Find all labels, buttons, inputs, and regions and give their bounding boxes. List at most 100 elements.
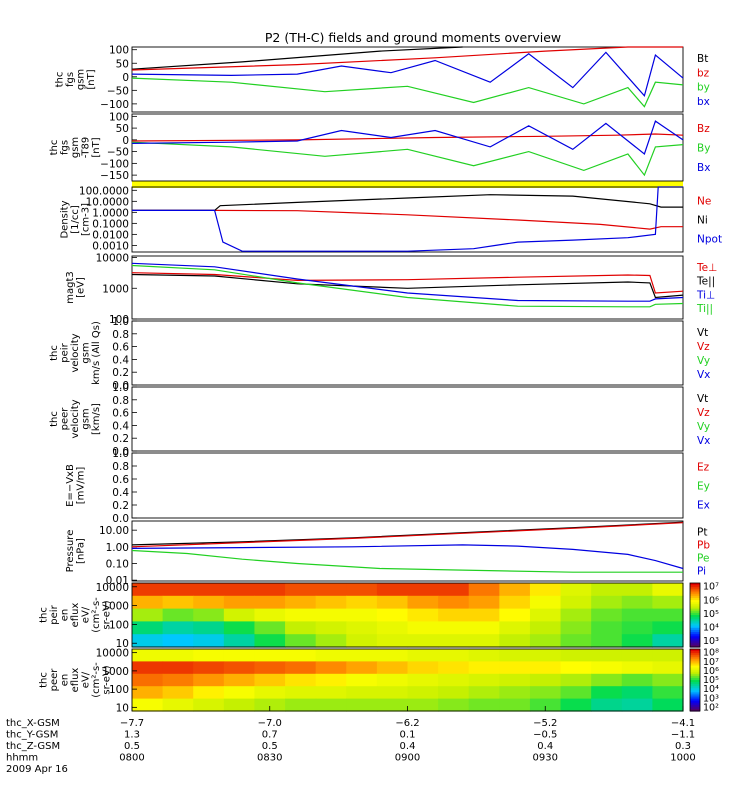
- heatmap-cell: [560, 608, 592, 622]
- y-tick-label: 0.4: [112, 354, 129, 366]
- heatmap-cell: [285, 608, 317, 622]
- status-bar: [132, 181, 683, 188]
- colorbar-segment: [690, 649, 700, 652]
- colorbar-segment: [690, 621, 700, 625]
- heatmap-cell: [193, 583, 225, 597]
- heatmap-cell: [499, 608, 531, 622]
- heatmap-cell: [621, 621, 653, 635]
- heatmap-cell: [591, 621, 623, 635]
- y-axis-label: Pressure: [65, 530, 76, 573]
- colorbar-segment: [690, 604, 700, 608]
- colorbar-tick-label: 10⁶: [703, 595, 719, 606]
- series-line-Bt: [131, 46, 463, 70]
- colorbar-segment: [690, 665, 700, 669]
- heatmap-cell: [223, 698, 256, 712]
- legend-label: Bz: [697, 123, 710, 135]
- colorbar-segment: [690, 632, 700, 635]
- heatmap-cell: [223, 686, 256, 700]
- heatmap-cell: [193, 673, 225, 687]
- colorbar-segment: [690, 692, 700, 696]
- heatmap-cell: [162, 686, 194, 700]
- colorbar-tick-label: 10⁵: [703, 675, 719, 686]
- heatmap-cell: [621, 649, 653, 662]
- heatmap-cell: [132, 698, 164, 712]
- colorbar-segment: [690, 634, 700, 637]
- colorbar-segment: [690, 610, 700, 614]
- panel-frame: [131, 186, 684, 253]
- y-axis-label: [mV/m]: [75, 467, 86, 505]
- colorbar-segment: [690, 671, 700, 675]
- y-axis-label: en: [60, 674, 71, 687]
- y-tick-label: 10000: [96, 582, 129, 594]
- heatmap-cell: [591, 649, 623, 662]
- heatmap-cell: [193, 686, 225, 700]
- x-axis-value: 0.5: [262, 741, 278, 752]
- heatmap-cell: [376, 583, 409, 597]
- heatmap-cell: [652, 698, 684, 712]
- heatmap-cell: [254, 649, 286, 662]
- y-axis-label: fgs: [65, 72, 76, 87]
- heatmap-cell: [193, 608, 225, 622]
- heatmap-cell: [591, 634, 623, 648]
- y-tick-label: 1000: [102, 601, 129, 613]
- y-axis-label: [nPa]: [75, 538, 86, 564]
- legend-label: Pe: [697, 553, 709, 565]
- heatmap-cell: [438, 634, 470, 648]
- heatmap-cell: [132, 661, 164, 675]
- series-line-Ti||: [131, 264, 684, 308]
- y-axis-label: [1/cc]: [70, 205, 81, 234]
- colorbar-segment: [690, 677, 700, 681]
- heatmap-cell: [254, 634, 286, 648]
- panel-temperature: 10000 1000 100 magt3 [eV] Te⊥ Te||Ti⊥ Ti||: [65, 253, 718, 326]
- y-axis-label: -T89: [81, 137, 92, 159]
- heatmap-cell: [468, 661, 500, 675]
- colorbar-segment: [690, 606, 700, 610]
- heatmap-cell: [285, 686, 317, 700]
- series-line-bz: [131, 46, 683, 71]
- y-axis-label: thc: [49, 345, 60, 361]
- y-axis-label: velocity: [70, 399, 81, 438]
- y-tick-label: 0.4: [112, 487, 129, 499]
- colorbar-tick-label: 10⁷: [703, 657, 719, 668]
- panel-frame: [131, 320, 684, 386]
- x-axis-value: 0800: [119, 753, 144, 764]
- y-axis-label: [eV]: [75, 277, 86, 298]
- heatmap-cell: [254, 621, 286, 635]
- heatmap-cell: [621, 686, 653, 700]
- heatmap-cell: [652, 661, 684, 675]
- colorbar-segment: [690, 608, 700, 612]
- y-tick-label: 0.6: [112, 408, 129, 420]
- colorbar-segment: [690, 653, 700, 656]
- y-tick-label: 0.0100: [92, 229, 129, 241]
- heatmap-cell: [193, 649, 225, 662]
- heatmap-cell: [376, 698, 409, 712]
- heatmap-cell: [560, 686, 592, 700]
- colorbar-segment: [690, 684, 700, 687]
- heatmap-cell: [223, 673, 256, 687]
- heatmap-cell: [468, 595, 500, 610]
- heatmap-cell: [499, 649, 531, 662]
- y-axis-label: thc: [49, 140, 60, 156]
- heatmap-cell: [346, 686, 378, 700]
- heatmap-cell: [285, 621, 317, 635]
- legend-label: Ex: [697, 500, 710, 512]
- x-axis-value: 0.7: [262, 730, 278, 741]
- heatmap-cell: [285, 649, 317, 662]
- heatmap-cell: [529, 649, 562, 662]
- heatmap-cell: [560, 595, 592, 610]
- y-axis-label: gsm: [75, 69, 86, 90]
- legend-label: Bx: [697, 162, 710, 174]
- heatmap-cell: [162, 673, 194, 687]
- y-tick-label: 50: [116, 123, 129, 135]
- heatmap-cell: [529, 686, 562, 700]
- colorbar-segment: [690, 680, 700, 683]
- legend-label: Vx: [697, 369, 710, 381]
- legend-label: Vt: [697, 393, 708, 405]
- panel-frame: [131, 386, 684, 452]
- y-axis-label: peir: [60, 342, 71, 362]
- heatmap-cell: [132, 583, 164, 597]
- series-line-By: [131, 141, 684, 177]
- x-axis-value: −4.1: [671, 718, 695, 729]
- legend-label: Ti⊥: [696, 289, 715, 301]
- legend-label: Vz: [697, 341, 710, 353]
